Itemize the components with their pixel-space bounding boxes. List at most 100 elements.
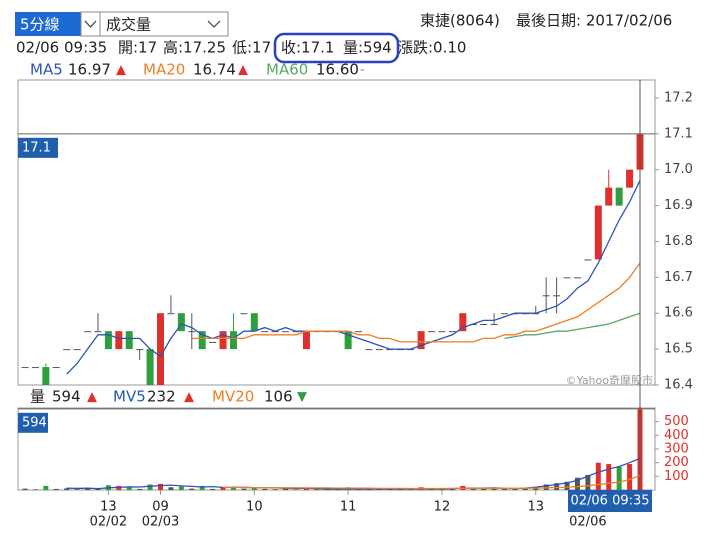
volume-bar [522, 487, 528, 490]
current-tag-label: 594 [22, 415, 47, 430]
x-tick-label: 13 [527, 500, 544, 515]
volume-bar [397, 489, 403, 490]
legend-trend: ▲ [184, 390, 194, 405]
volume-bar [85, 488, 91, 490]
volume-bar [387, 488, 393, 490]
chevron [207, 20, 221, 28]
candle-body [573, 277, 581, 279]
volume-bar [627, 464, 633, 490]
candle-body [52, 367, 60, 369]
volume-bar [32, 489, 38, 490]
volume-bar [606, 464, 612, 490]
candle-body [355, 331, 363, 333]
candle-body [605, 187, 613, 206]
crosshair-label: 02/06 09:35 [570, 494, 649, 509]
candle-body [584, 259, 592, 261]
volume-bar [481, 488, 487, 490]
candle-body [365, 349, 373, 351]
legend-value: 16.60 [316, 61, 359, 79]
candle-body [198, 331, 206, 350]
candle-body [375, 349, 383, 351]
candle-body [500, 313, 508, 315]
quote-info: 開:17 [118, 39, 157, 57]
volume-bar [616, 466, 622, 490]
volume-bar [408, 489, 414, 490]
candle-body [302, 331, 310, 350]
current-tag [18, 412, 48, 433]
candle-body [261, 331, 269, 333]
candle-body [63, 349, 71, 351]
y-tick-label: 16.8 [664, 234, 693, 249]
candle-body [177, 313, 185, 332]
legend-trend: ▲ [116, 63, 126, 78]
x-tick-label: 12 [434, 500, 451, 515]
candle-body [344, 331, 352, 350]
y-tick-label: 300 [664, 442, 689, 457]
volume-bar [470, 488, 476, 490]
x-tick-label: 10 [246, 500, 263, 515]
candle-body [73, 349, 81, 351]
volume-bar [126, 486, 132, 490]
candle-body [480, 324, 488, 325]
candle-body [448, 331, 456, 333]
candle-body [167, 313, 175, 315]
volume-bar [501, 488, 507, 490]
volume-bar [595, 462, 601, 490]
volume-bar [512, 488, 518, 490]
ma-line [191, 262, 641, 343]
volume-bar [376, 489, 382, 490]
quote-info: 收:17.1 [281, 39, 334, 57]
plot-frame [17, 407, 656, 491]
candle-body [104, 331, 112, 350]
volume-bar [251, 487, 257, 490]
candle-body [188, 331, 196, 333]
volume-bar [158, 483, 164, 490]
x-tick-label: 09 [152, 500, 169, 515]
indicator-select[interactable] [99, 11, 229, 37]
legend-value: 106 [264, 388, 293, 406]
legend-value: 232 [147, 388, 176, 406]
legend-name: MA60 [266, 61, 308, 79]
y-tick-label: 17.1 [664, 126, 693, 141]
candle-body [42, 367, 50, 385]
candle-body [542, 295, 550, 297]
volume-bar [491, 488, 497, 490]
legend-trend: - [360, 63, 365, 78]
volume-bar [241, 488, 247, 490]
quote-info: 漲跌:0.10 [398, 39, 466, 57]
candle-body [417, 331, 425, 350]
period-select-button[interactable] [80, 11, 101, 37]
period-select[interactable] [15, 12, 81, 36]
y-tick-label: 16.6 [664, 306, 693, 321]
volume-bar [199, 485, 205, 490]
volume-bar [585, 474, 591, 490]
quote-info: 高:17.25 [163, 39, 226, 57]
volume-bar [449, 488, 455, 490]
volume-bar [168, 487, 174, 490]
volume-bar [74, 489, 80, 490]
candle-body [146, 349, 154, 385]
ma-line [66, 180, 641, 375]
volume-bar [43, 485, 49, 490]
y-tick-label: 400 [664, 428, 689, 443]
legend-value: 16.74 [193, 61, 236, 79]
volume-bar [147, 484, 153, 490]
candle-body [157, 313, 165, 385]
y-tick-label: 16.7 [664, 270, 693, 285]
candle-body [115, 331, 123, 350]
current-tag-label: 17.1 [22, 140, 51, 155]
candle-body [553, 295, 561, 297]
x-tick-label: 13 [100, 500, 117, 515]
volume-bar [272, 489, 278, 490]
candle-body [219, 331, 227, 350]
candle-body [490, 324, 498, 325]
last-date: 最後日期: 2017/02/06 [516, 12, 672, 30]
highlight-box [273, 32, 400, 64]
candle-body [209, 341, 217, 343]
legend-name: MA5 [30, 61, 63, 79]
volume-bar [564, 481, 570, 490]
legend-name: MV5 [113, 388, 146, 406]
legend-trend: ▲ [238, 63, 248, 78]
candle-body [438, 331, 446, 333]
